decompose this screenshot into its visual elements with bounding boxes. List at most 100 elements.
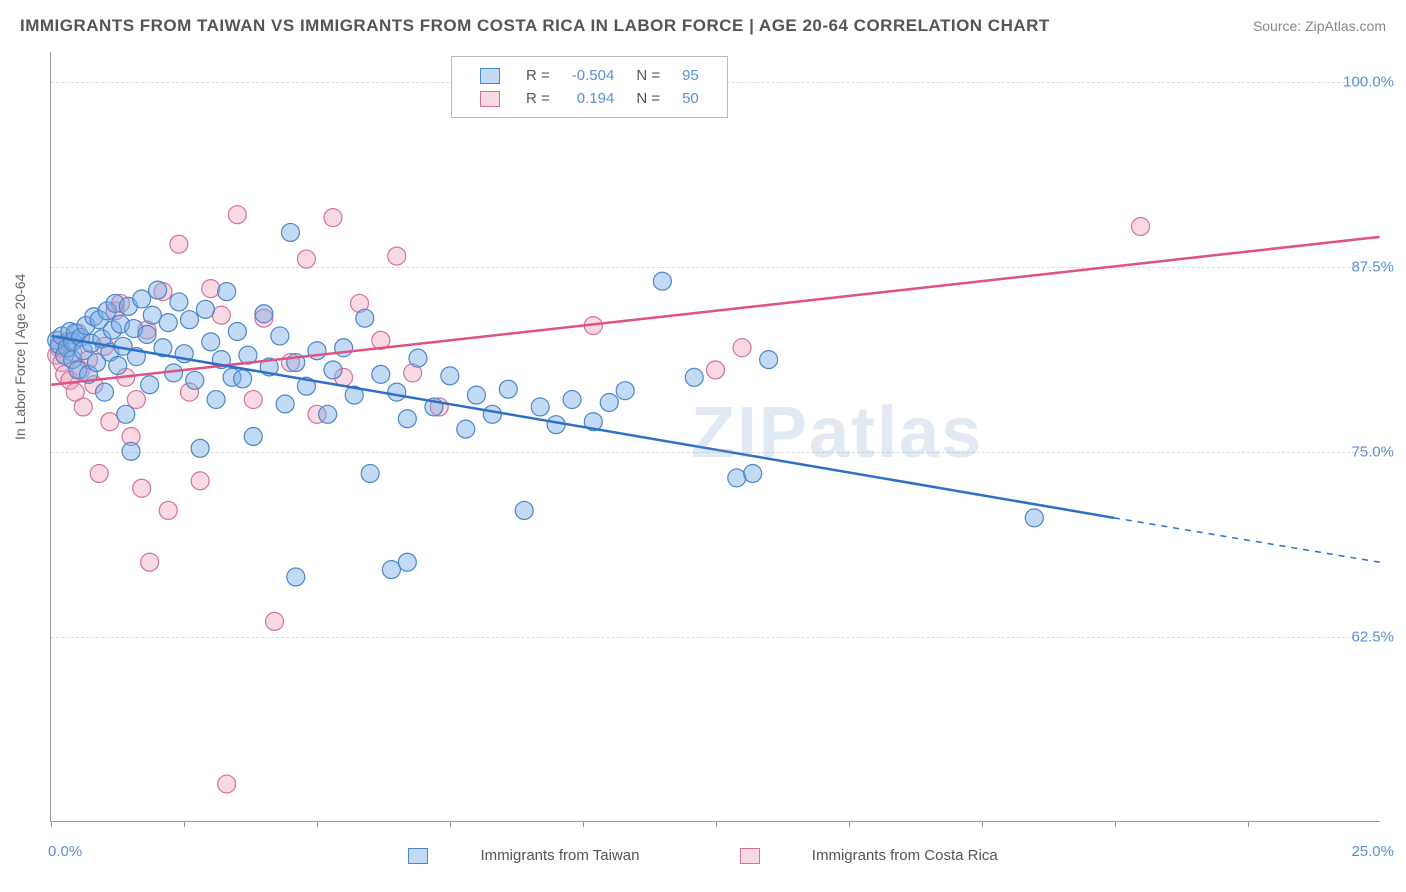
scatter-point-blue [196,300,214,318]
scatter-point-pink [266,612,284,630]
scatter-point-blue [361,464,379,482]
legend-pink-n: 50 [672,88,709,109]
scatter-point-pink [101,413,119,431]
scatter-point-blue [441,367,459,385]
scatter-point-pink [244,391,262,409]
scatter-point-blue [515,501,533,519]
scatter-point-blue [457,420,475,438]
legend-n-label2: N = [626,88,670,109]
scatter-point-pink [218,775,236,793]
scatter-point-pink [133,479,151,497]
scatter-point-blue [207,391,225,409]
scatter-point-blue [531,398,549,416]
scatter-point-pink [324,209,342,227]
chart-plot-area: R = -0.504 N = 95 R = 0.194 N = 50 ZIPat… [50,52,1380,822]
legend-r-label: R = [516,65,560,86]
x-tick-mark [1248,821,1249,827]
scatter-point-blue [685,368,703,386]
scatter-point-blue [563,391,581,409]
scatter-point-blue [287,568,305,586]
scatter-point-blue [218,283,236,301]
scatter-point-blue [181,311,199,329]
x-tick-mark [716,821,717,827]
scatter-point-pink [733,339,751,357]
scatter-point-blue [149,281,167,299]
scatter-point-blue [616,382,634,400]
scatter-point-pink [191,472,209,490]
scatter-point-blue [170,293,188,311]
x-tick-mark [583,821,584,827]
scatter-point-pink [707,361,725,379]
stats-legend-box: R = -0.504 N = 95 R = 0.194 N = 50 [451,56,728,118]
scatter-point-blue [244,428,262,446]
legend-pink-swatch-icon [740,848,760,864]
scatter-point-blue [109,357,127,375]
scatter-point-blue [467,386,485,404]
swatch-blue-icon [480,68,500,84]
scatter-point-blue [202,333,220,351]
scatter-point-blue [760,351,778,369]
scatter-point-blue [234,370,252,388]
scatter-point-blue [159,314,177,332]
scatter-point-blue [483,405,501,423]
x-tick-mark [1115,821,1116,827]
scatter-point-pink [159,501,177,519]
scatter-point-blue [271,327,289,345]
scatter-point-blue [319,405,337,423]
scatter-point-pink [297,250,315,268]
scatter-point-blue [186,371,204,389]
scatter-point-pink [90,464,108,482]
scatter-point-blue [728,469,746,487]
scatter-point-blue [138,325,156,343]
scatter-point-blue [96,383,114,401]
y-tick-label: 100.0% [1343,73,1394,90]
scatter-point-pink [74,398,92,416]
legend-pink-label: Immigrants from Costa Rica [812,847,998,864]
scatter-point-blue [1025,509,1043,527]
trend-line-blue [51,336,1114,518]
scatter-point-pink [141,553,159,571]
legend-blue-label: Immigrants from Taiwan [481,847,640,864]
scatter-point-blue [276,395,294,413]
x-tick-mark [849,821,850,827]
swatch-pink-icon [480,91,500,107]
chart-title: IMMIGRANTS FROM TAIWAN VS IMMIGRANTS FRO… [20,16,1050,36]
y-axis-label: In Labor Force | Age 20-64 [12,274,28,440]
scatter-point-blue [372,365,390,383]
scatter-point-blue [388,383,406,401]
scatter-point-blue [398,553,416,571]
scatter-point-blue [281,223,299,241]
scatter-point-blue [255,305,273,323]
scatter-point-blue [398,410,416,428]
scatter-point-blue [409,349,427,367]
x-tick-mark [317,821,318,827]
legend-pink-r: 0.194 [562,88,625,109]
trend-line-blue-dashed [1114,518,1380,562]
scatter-point-blue [382,561,400,579]
legend-blue-r: -0.504 [562,65,625,86]
scatter-point-pink [170,235,188,253]
series-legend: Immigrants from Taiwan Immigrants from C… [0,847,1406,864]
scatter-point-blue [653,272,671,290]
legend-blue-swatch-icon [408,848,428,864]
legend-n-label: N = [626,65,670,86]
scatter-svg [51,52,1380,821]
scatter-point-blue [228,323,246,341]
scatter-point-blue [499,380,517,398]
y-tick-label: 62.5% [1351,628,1394,645]
scatter-point-blue [122,442,140,460]
legend-blue-n: 95 [672,65,709,86]
y-tick-label: 75.0% [1351,443,1394,460]
x-tick-mark [982,821,983,827]
scatter-point-pink [388,247,406,265]
y-tick-label: 87.5% [1351,258,1394,275]
scatter-point-blue [133,290,151,308]
x-tick-mark [51,821,52,827]
scatter-point-pink [1132,218,1150,236]
scatter-point-blue [356,309,374,327]
x-tick-mark [450,821,451,827]
scatter-point-blue [744,464,762,482]
scatter-point-pink [202,280,220,298]
scatter-point-blue [191,439,209,457]
scatter-point-blue [141,376,159,394]
